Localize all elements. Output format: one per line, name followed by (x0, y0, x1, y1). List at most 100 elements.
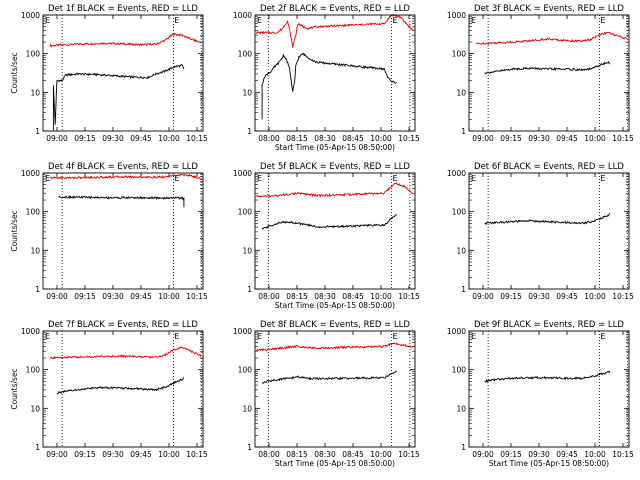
marker-label: E (174, 332, 179, 341)
plot-frame (42, 172, 204, 290)
x-tick-label: 10:00 (584, 292, 606, 301)
y-axis-label: Counts/sec (10, 368, 19, 409)
series-red-line (255, 342, 414, 352)
y-tick-label: 10 (30, 404, 40, 413)
x-tick-label: 10:00 (370, 292, 392, 301)
marker-label: E (393, 16, 398, 25)
x-tick-label: 08:45 (342, 292, 364, 301)
x-axis-label: Start Time (05-Apr-15 08:50:00) (275, 301, 395, 310)
series-black-line (58, 195, 185, 208)
series-red-line (49, 173, 202, 181)
y-tick-label: 1 (461, 127, 466, 136)
y-tick-label: 10 (242, 246, 252, 255)
y-tick-label: 100 (452, 208, 467, 217)
y-tick-label: 1 (247, 443, 252, 452)
corner-marker-label: E (257, 174, 262, 183)
y-axis-label: Counts/sec (10, 210, 19, 251)
plot-frame (42, 330, 204, 448)
y-tick-label: 1 (35, 285, 40, 294)
series-black-line (261, 214, 398, 230)
x-tick-label: 09:30 (528, 450, 550, 459)
x-tick-label: 08:30 (314, 450, 336, 459)
panel-title: Det 9f BLACK = Events, RED = LLD (474, 320, 624, 330)
x-tick-label: 09:30 (102, 450, 124, 459)
panel-title: Det 3f BLACK = Events, RED = LLD (474, 4, 624, 14)
x-tick-label: 10:15 (398, 134, 420, 143)
series-black-line (261, 53, 397, 120)
x-axis-label: Start Time (05-Apr-15 08:50:00) (275, 459, 395, 468)
x-tick-label: 10:15 (186, 134, 208, 143)
panel-title: Det 6f BLACK = Events, RED = LLD (474, 162, 624, 172)
x-tick-label: 09:15 (74, 450, 96, 459)
y-tick-label: 10 (242, 404, 252, 413)
x-tick-label: 09:00 (46, 292, 68, 301)
panel-title: Det 5f BLACK = Events, RED = LLD (260, 162, 410, 172)
corner-marker-label: E (471, 16, 476, 25)
series-black-line (484, 60, 610, 75)
x-tick-label: 09:15 (74, 292, 96, 301)
series-red-line (255, 182, 414, 198)
y-tick-label: 1000 (447, 327, 466, 336)
y-tick-label: 100 (26, 208, 41, 217)
y-tick-label: 1 (461, 285, 466, 294)
plot-frame (468, 172, 630, 290)
series-black-line (484, 370, 611, 383)
x-tick-label: 09:30 (528, 134, 550, 143)
panel-1: Det 1f BLACK = Events, RED = LLD 1 10 100 10… (10, 4, 208, 143)
y-tick-label: 1 (461, 443, 466, 452)
x-tick-label: 09:45 (556, 450, 578, 459)
panel-9: Det 9f BLACK = Events, RED = LLD 1 10 100 10… (447, 320, 634, 468)
y-tick-label: 10 (456, 88, 466, 97)
series-black-line (56, 377, 185, 395)
x-tick-label: 08:45 (342, 450, 364, 459)
x-tick-label: 09:00 (46, 450, 68, 459)
panel-title: Det 4f BLACK = Events, RED = LLD (48, 162, 198, 172)
x-tick-label: 08:30 (314, 292, 336, 301)
x-tick-label: 10:15 (186, 292, 208, 301)
y-tick-label: 1000 (21, 327, 40, 336)
plot-frame (42, 14, 204, 132)
x-tick-label: 09:45 (130, 450, 152, 459)
x-tick-label: 09:45 (556, 134, 578, 143)
marker-label: E (600, 16, 605, 25)
y-tick-label: 10 (242, 88, 252, 97)
y-tick-label: 100 (26, 366, 41, 375)
marker-label: E (600, 174, 605, 183)
panel-3: Det 3f BLACK = Events, RED = LLD 1 10 100 10… (447, 4, 634, 143)
x-tick-label: 09:15 (500, 292, 522, 301)
x-tick-label: 09:15 (500, 450, 522, 459)
x-tick-label: 09:30 (102, 292, 124, 301)
marker-label: E (174, 16, 179, 25)
y-tick-label: 1 (247, 127, 252, 136)
x-tick-label: 09:00 (472, 292, 494, 301)
x-tick-label: 09:00 (472, 450, 494, 459)
y-tick-label: 100 (452, 50, 467, 59)
x-tick-label: 10:00 (370, 450, 392, 459)
plot-frame (254, 14, 416, 132)
corner-marker-label: E (45, 332, 50, 341)
y-tick-label: 1000 (233, 169, 252, 178)
x-tick-label: 09:30 (528, 292, 550, 301)
panel-4: Det 4f BLACK = Events, RED = LLD 1 10 100 10… (10, 162, 208, 301)
marker-label: E (600, 332, 605, 341)
x-tick-label: 10:00 (584, 450, 606, 459)
x-tick-label: 08:00 (258, 292, 280, 301)
x-tick-label: 09:45 (130, 134, 152, 143)
x-tick-label: 10:15 (398, 450, 420, 459)
series-black-line (52, 64, 185, 131)
marker-label: E (174, 174, 179, 183)
series-black-line (261, 370, 397, 384)
x-tick-label: 09:30 (102, 134, 124, 143)
panel-title: Det 2f BLACK = Events, RED = LLD (260, 4, 410, 14)
corner-marker-label: E (257, 16, 262, 25)
y-tick-label: 1000 (233, 327, 252, 336)
x-tick-label: 08:15 (286, 134, 308, 143)
x-tick-label: 10:00 (158, 134, 180, 143)
x-tick-label: 08:00 (258, 134, 280, 143)
x-tick-label: 10:00 (158, 292, 180, 301)
x-tick-label: 09:00 (46, 134, 68, 143)
panel-7: Det 7f BLACK = Events, RED = LLD 1 10 100 10… (10, 320, 208, 459)
y-tick-label: 1 (35, 443, 40, 452)
y-tick-label: 1000 (447, 169, 466, 178)
y-tick-label: 100 (238, 366, 253, 375)
